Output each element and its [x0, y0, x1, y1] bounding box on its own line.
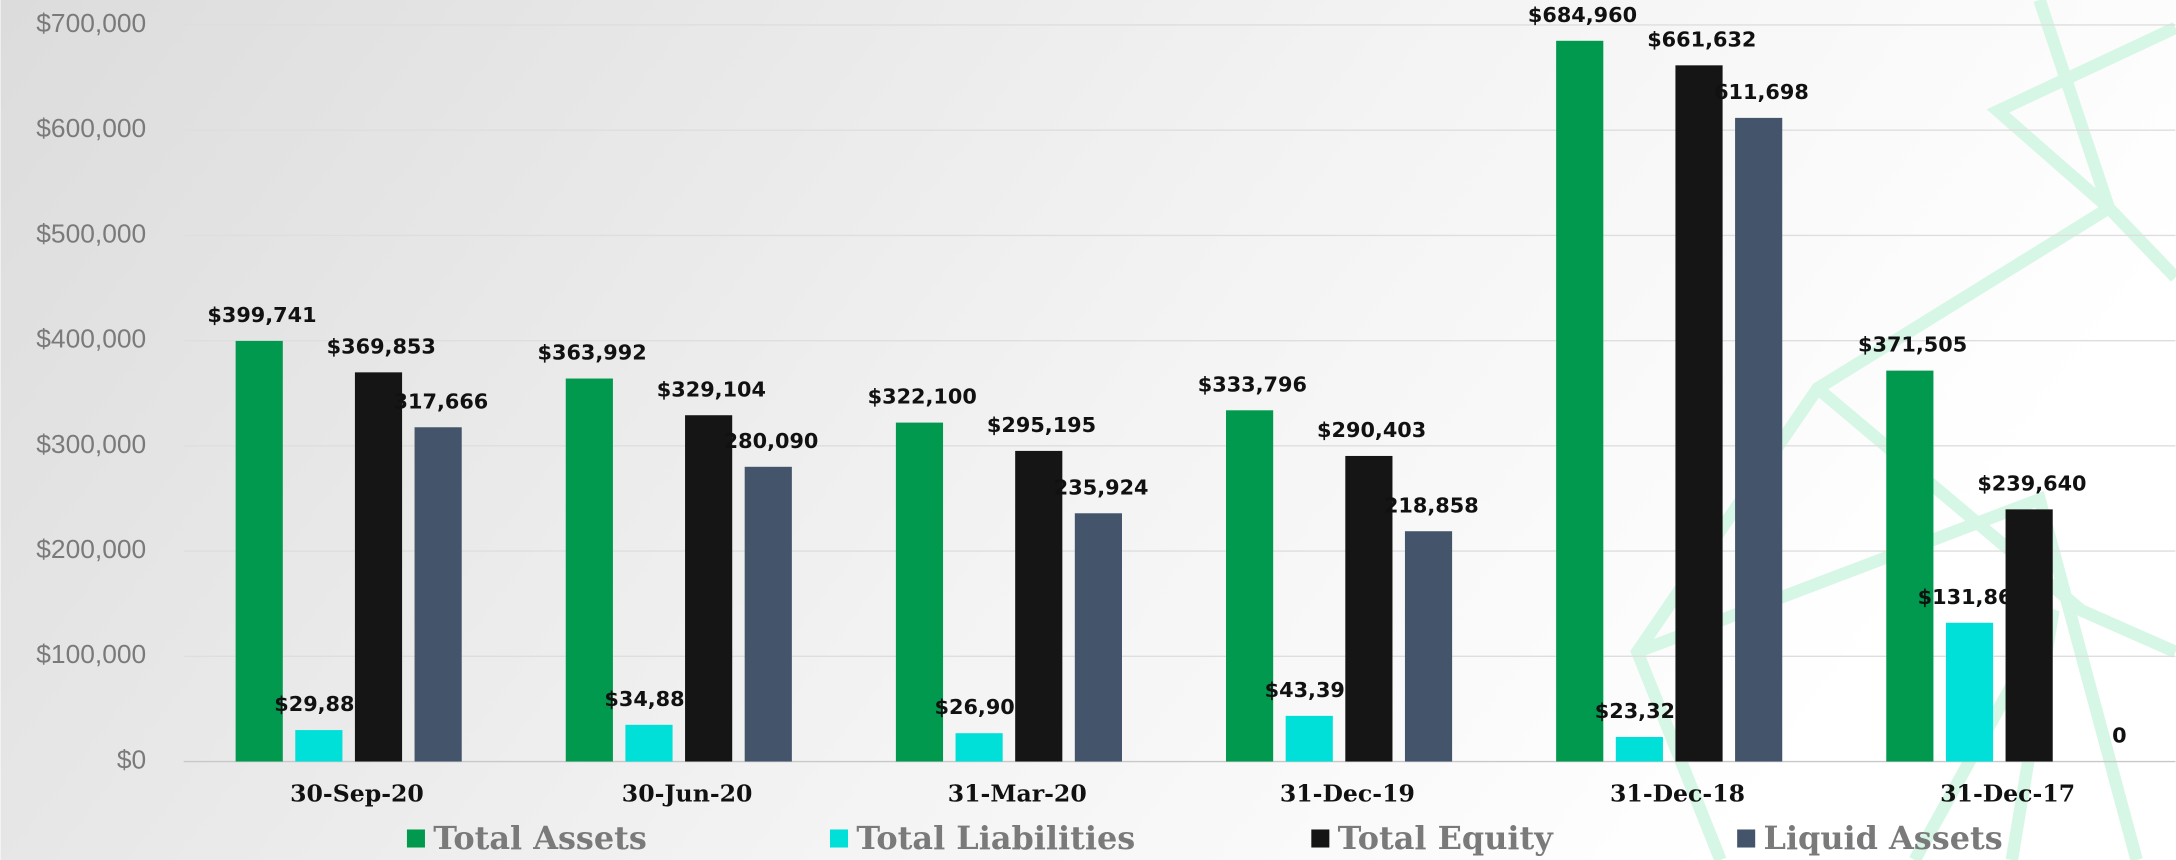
legend-swatch	[830, 829, 848, 847]
value-label: $34,888	[604, 687, 699, 711]
legend-swatch	[407, 829, 425, 847]
legend-swatch	[1737, 829, 1755, 847]
y-tick-label: $300,000	[36, 429, 146, 459]
legend-label: Total Equity	[1338, 819, 1555, 857]
value-label: 317,666	[394, 389, 489, 413]
value-label: $661,632	[1647, 27, 1756, 51]
y-tick-label: $200,000	[36, 534, 146, 564]
value-label: $26,905	[935, 695, 1030, 719]
value-label: $290,403	[1317, 418, 1426, 442]
value-label: $23,328	[1595, 699, 1690, 723]
bar	[1556, 41, 1603, 762]
value-label: $363,992	[538, 341, 647, 365]
value-label: $295,195	[987, 413, 1096, 437]
legend-label: Liquid Assets	[1764, 819, 2003, 857]
bar	[1405, 531, 1452, 761]
value-label: $399,741	[207, 303, 316, 327]
value-label: $329,104	[657, 377, 766, 401]
value-label: $369,853	[327, 334, 436, 358]
bar	[355, 372, 402, 761]
x-tick-label: 31-Dec-17	[1940, 779, 2075, 807]
bar	[625, 725, 672, 762]
value-label: 0	[2112, 724, 2126, 748]
value-label: $43,393	[1265, 678, 1360, 702]
bar	[685, 415, 732, 761]
value-label: 218,858	[1384, 493, 1479, 517]
y-tick-label: $400,000	[36, 324, 146, 354]
y-tick-label: $700,000	[36, 8, 146, 38]
x-tick-label: 31-Dec-18	[1610, 779, 1745, 807]
bar	[1075, 513, 1122, 761]
chart: $0 $100,000 $200,000 $300,000 $400,000 $500,0…	[0, 0, 2176, 860]
value-label: $333,796	[1198, 372, 1307, 396]
bar	[1675, 65, 1722, 761]
legend-swatch	[1311, 829, 1329, 847]
x-tick-label: 30-Sep-20	[290, 779, 424, 807]
legend-label: Total Liabilities	[856, 819, 1135, 857]
x-tick-label: 31-Dec-19	[1280, 779, 1415, 807]
value-label: $371,505	[1858, 333, 1967, 357]
y-tick-label: $600,000	[36, 113, 146, 143]
bar	[1286, 716, 1333, 762]
x-tick-label: 31-Mar-20	[948, 779, 1087, 807]
bar	[1946, 623, 1993, 762]
bar	[415, 427, 462, 761]
x-tick-label: 30-Jun-20	[622, 779, 753, 807]
legend-label: Total Assets	[433, 819, 647, 857]
value-label: $239,640	[1977, 471, 2086, 495]
bar	[745, 467, 792, 762]
value-label: 235,924	[1054, 475, 1149, 499]
bar	[1616, 737, 1663, 762]
bar	[2006, 509, 2053, 761]
bar	[956, 733, 1003, 761]
y-tick-label: $0	[117, 744, 146, 774]
value-label: $684,960	[1528, 3, 1637, 27]
y-tick-label: $100,000	[36, 639, 146, 669]
bar	[1735, 118, 1782, 762]
bar	[295, 730, 342, 761]
y-tick-label: $500,000	[36, 218, 146, 248]
value-label: $322,100	[868, 385, 977, 409]
bar	[1886, 371, 1933, 762]
value-label: 280,090	[724, 429, 819, 453]
value-label: 611,698	[1714, 80, 1809, 104]
value-label: $29,889	[274, 692, 369, 716]
bar	[1226, 410, 1273, 761]
